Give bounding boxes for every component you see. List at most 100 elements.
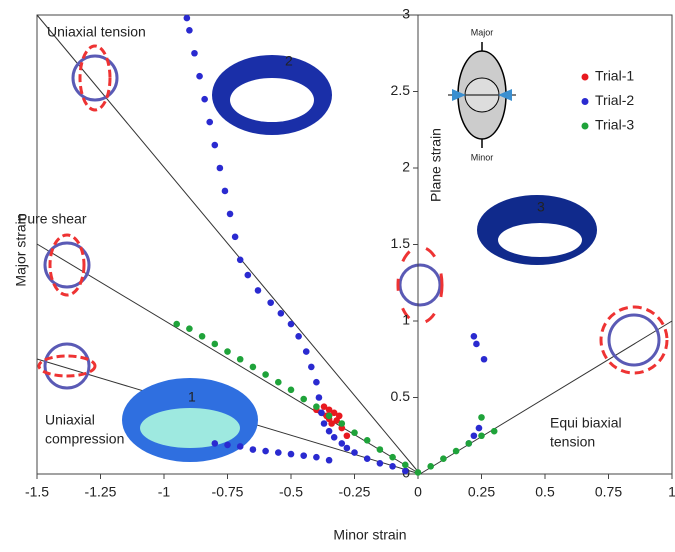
- point: [364, 455, 371, 462]
- point: [222, 188, 229, 195]
- point: [300, 396, 307, 403]
- inset-label: 2: [285, 53, 293, 69]
- point: [476, 425, 483, 432]
- x-tick-label: -1.25: [85, 484, 117, 500]
- point: [232, 234, 239, 241]
- y-tick-label: 0.5: [391, 388, 411, 404]
- point: [250, 364, 257, 371]
- point: [336, 413, 343, 420]
- point: [308, 364, 315, 371]
- point: [313, 403, 320, 410]
- point: [186, 27, 193, 34]
- legend-marker: [582, 74, 589, 81]
- schematic: Major Minor: [448, 27, 516, 162]
- point: [427, 463, 434, 470]
- point: [212, 142, 219, 149]
- x-tick-label: -0.75: [212, 484, 244, 500]
- point: [453, 448, 460, 455]
- y-tick-label: 2.5: [391, 82, 411, 98]
- x-tick-label: -1.5: [25, 484, 49, 500]
- point: [212, 440, 219, 447]
- point: [339, 440, 346, 447]
- point: [288, 451, 295, 458]
- point: [328, 420, 335, 427]
- point: [227, 211, 234, 218]
- point: [237, 356, 244, 363]
- y-axis-label: Major strain: [13, 213, 29, 286]
- point: [364, 437, 371, 444]
- legend-marker: [582, 98, 589, 105]
- annotation: Equi biaxial: [550, 415, 622, 431]
- point: [288, 387, 295, 394]
- inset-label: 3: [537, 199, 545, 215]
- y-tick-label: 1: [402, 312, 410, 328]
- point: [173, 321, 180, 328]
- x-axis-label: Minor strain: [333, 527, 406, 543]
- point: [300, 452, 307, 459]
- inset-2: 2: [212, 53, 332, 135]
- x-tick-label: -0.5: [279, 484, 303, 500]
- point: [326, 428, 333, 435]
- point: [389, 463, 396, 470]
- point: [326, 457, 333, 464]
- x-tick-label: -1: [158, 484, 171, 500]
- x-tick-label: 0.5: [535, 484, 555, 500]
- x-tick-label: -0.25: [339, 484, 371, 500]
- point: [389, 454, 396, 461]
- point: [313, 379, 320, 386]
- annotation: Uniaxial: [45, 412, 95, 428]
- point: [275, 449, 282, 456]
- point: [303, 348, 310, 355]
- point: [201, 96, 208, 103]
- point: [186, 325, 193, 332]
- point: [237, 443, 244, 450]
- point: [402, 462, 409, 469]
- point: [339, 420, 346, 427]
- chart: 2 3 1 Major Minor Uniaxial tension Pure …: [0, 0, 675, 552]
- point: [278, 310, 285, 317]
- point: [481, 356, 488, 363]
- y-tick-label: 2: [402, 159, 410, 175]
- point: [267, 299, 274, 306]
- point: [224, 442, 231, 449]
- legend-label: Trial-2: [595, 92, 634, 108]
- point: [262, 371, 269, 378]
- point: [217, 165, 224, 172]
- point: [440, 455, 447, 462]
- annotation: tension: [550, 434, 595, 450]
- point: [326, 413, 333, 420]
- point: [321, 420, 328, 427]
- point: [206, 119, 213, 126]
- point: [471, 432, 478, 439]
- point: [344, 432, 351, 439]
- annotation: Plane strain: [428, 128, 444, 202]
- point: [191, 50, 198, 57]
- point: [184, 15, 191, 22]
- point: [316, 394, 323, 401]
- x-tick-label: 1: [668, 484, 675, 500]
- point: [196, 73, 203, 80]
- point: [351, 449, 358, 456]
- point: [377, 460, 384, 467]
- point: [288, 321, 295, 328]
- point: [313, 454, 320, 461]
- legend-label: Trial-3: [595, 117, 634, 133]
- point: [295, 333, 302, 340]
- annotation: compression: [45, 431, 124, 447]
- x-tick-label: 0.75: [595, 484, 622, 500]
- inset-label: Major: [471, 27, 494, 37]
- inset-3: 3: [477, 195, 597, 265]
- point: [212, 341, 219, 348]
- point: [377, 446, 384, 453]
- legend-label: Trial-1: [595, 68, 634, 84]
- point: [344, 445, 351, 452]
- inset-label: 1: [188, 389, 196, 405]
- point: [250, 446, 257, 453]
- point: [199, 333, 206, 340]
- point: [478, 432, 485, 439]
- point: [275, 379, 282, 386]
- point: [255, 287, 262, 294]
- inset-label: Minor: [471, 152, 494, 162]
- point: [262, 448, 269, 455]
- point: [415, 469, 422, 476]
